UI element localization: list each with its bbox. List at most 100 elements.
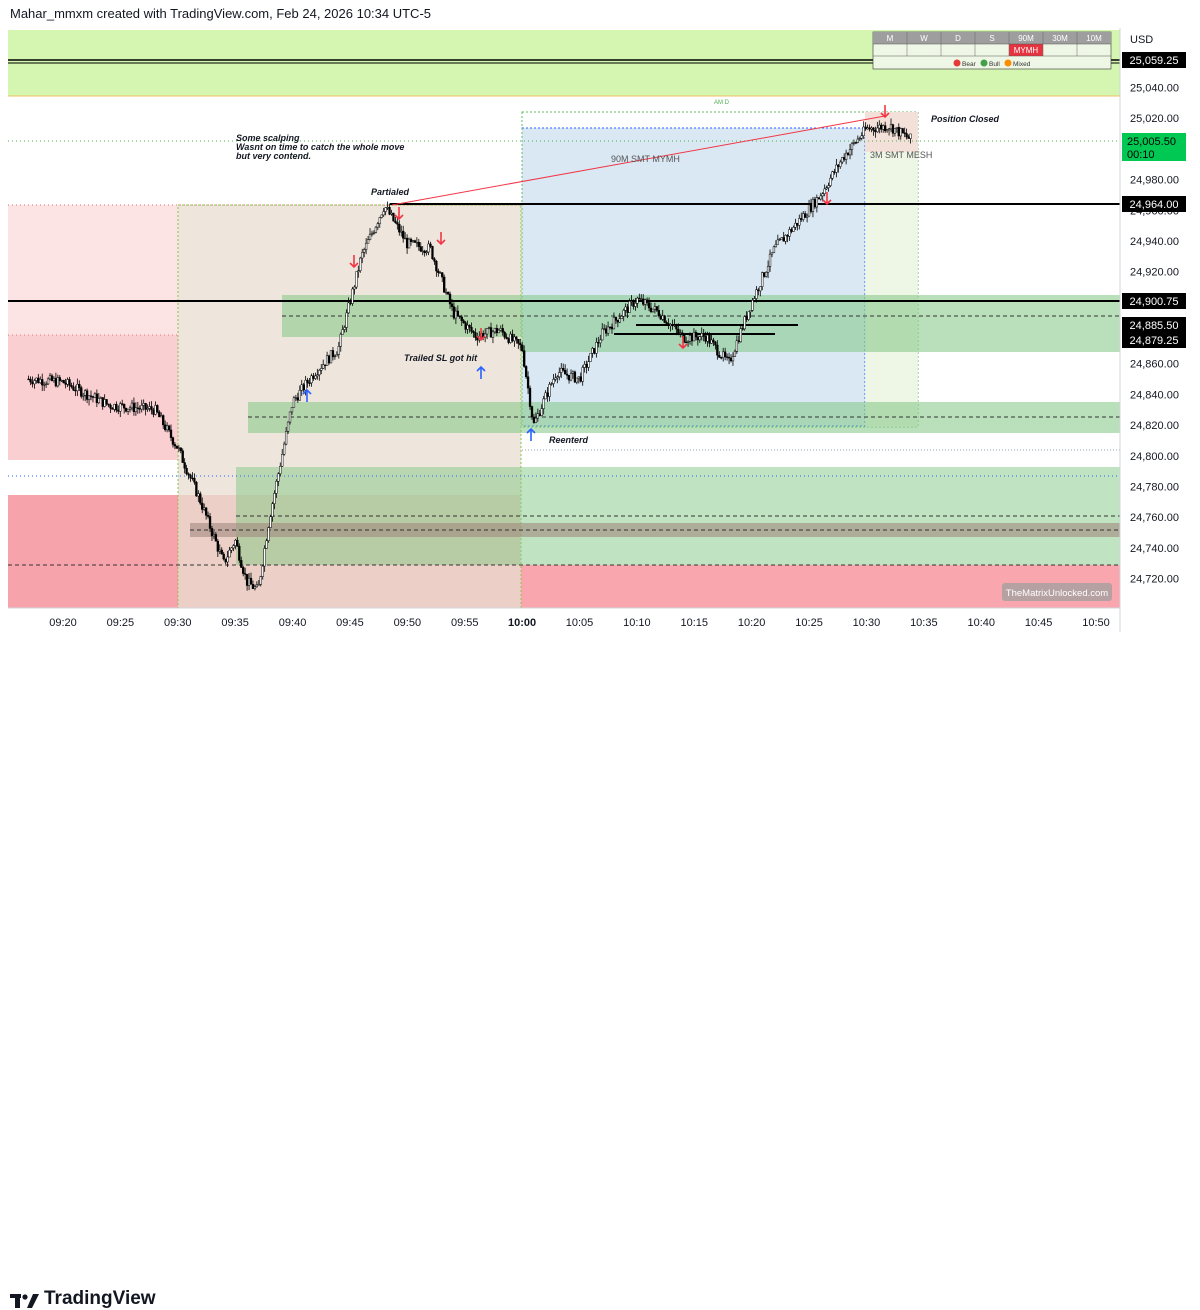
y-tick-label: 25,040.00 [1130, 83, 1179, 95]
x-tick-label: 10:45 [1025, 617, 1053, 629]
candle-body [638, 297, 641, 300]
candle-body [663, 315, 666, 323]
candle-body [39, 379, 42, 383]
buy-arrow [476, 365, 486, 379]
price-chart[interactable]: Some scalping Wasnt on time to catch the… [0, 0, 1200, 640]
candle-body [458, 315, 461, 318]
tradingview-brand[interactable]: TradingView [44, 1288, 156, 1309]
candle-body [454, 310, 458, 319]
candle-body [372, 232, 376, 234]
sell-arrow [822, 192, 832, 206]
candle-body [286, 421, 290, 432]
y-tick-label: 24,800.00 [1130, 451, 1179, 463]
candle-body [320, 368, 323, 371]
tradingview-logo-icon[interactable] [10, 1292, 40, 1310]
candle-body [784, 234, 787, 242]
candle-body [603, 328, 606, 330]
candle-body [351, 288, 354, 304]
candle-body [811, 199, 815, 212]
candle-body [567, 375, 571, 381]
candle-body [501, 328, 504, 333]
tf-column-header: W [920, 34, 928, 43]
candle-body [571, 371, 575, 374]
candle-body [175, 445, 179, 449]
candle-body [548, 384, 551, 397]
mixed-dot-icon [1004, 59, 1012, 67]
trend-line[interactable] [391, 115, 886, 206]
candle-body [468, 324, 471, 328]
price-axis[interactable]: USD 25,040.0025,020.0024,980.0024,960.00… [1119, 28, 1200, 640]
time-axis[interactable]: 09:20 09:25 09:30 09:35 09:40 09:45 09:50 09:55… [8, 607, 1120, 629]
candle-body [772, 246, 776, 253]
candle-body [599, 339, 602, 344]
candle-body [105, 399, 108, 405]
candle-body [204, 507, 208, 516]
candle-body [324, 364, 327, 366]
candle-body [343, 327, 346, 330]
candle-body [790, 229, 793, 232]
candle-body [431, 246, 434, 260]
candle-body [489, 327, 493, 338]
x-tick-label: 10:20 [738, 617, 766, 629]
candle-body [111, 407, 114, 410]
candle-body [460, 316, 463, 321]
candle-body [150, 406, 153, 411]
candle-body [827, 185, 830, 188]
candle-body [64, 382, 67, 385]
candle-body [895, 126, 899, 129]
candle-body [694, 331, 698, 338]
candle-body [78, 384, 81, 388]
candle-body [579, 376, 582, 382]
bear-dot-icon [953, 59, 961, 67]
candle-body [224, 558, 227, 563]
candle-body [446, 291, 450, 295]
candle-body [864, 126, 867, 130]
candle-body [41, 379, 44, 386]
candle-body [363, 249, 366, 253]
candle-body [253, 586, 257, 589]
x-tick-label: 10:25 [795, 617, 823, 629]
candle-body [815, 197, 819, 208]
candle-body [56, 377, 59, 387]
candle-body [101, 397, 104, 407]
sell-arrow [436, 232, 446, 246]
candle-body [573, 371, 577, 383]
candle-body [624, 306, 627, 311]
candle-body [647, 302, 651, 309]
candle-body [249, 577, 253, 585]
candle-body [667, 323, 670, 326]
candle-body [265, 540, 268, 549]
candle-body [696, 336, 699, 341]
x-tick-label: 09:30 [164, 617, 192, 629]
candle-body [509, 333, 512, 343]
candle-body [359, 257, 362, 271]
candle-body [335, 354, 339, 357]
candle-body [407, 238, 411, 249]
note-line-1: Some scalping [236, 133, 300, 143]
candle-body [169, 429, 173, 438]
candle-body [528, 387, 532, 407]
candle-body [140, 405, 143, 410]
candle-body [201, 502, 204, 510]
candle-body [690, 335, 694, 342]
candle-body [747, 311, 750, 320]
bull-dot-icon [980, 59, 988, 67]
candle-body [821, 193, 824, 197]
candle-body [511, 333, 514, 342]
y-tick-label: 25,020.00 [1130, 113, 1179, 125]
candle-body [739, 328, 742, 343]
candle-body [577, 376, 580, 379]
candle-body [562, 368, 565, 371]
smt-range-box [522, 128, 865, 426]
candle-body [464, 322, 467, 330]
candle-body [142, 403, 145, 406]
legend-bull: Bull [989, 61, 1000, 68]
candle-body [764, 271, 768, 277]
price-tag-24900 [1122, 293, 1186, 309]
y-tick-label: 24,740.00 [1130, 543, 1179, 555]
candle-body [376, 223, 379, 228]
candle-body [132, 402, 136, 412]
candle-body [437, 270, 440, 273]
candle-body [312, 375, 315, 379]
candle-body [374, 226, 378, 233]
